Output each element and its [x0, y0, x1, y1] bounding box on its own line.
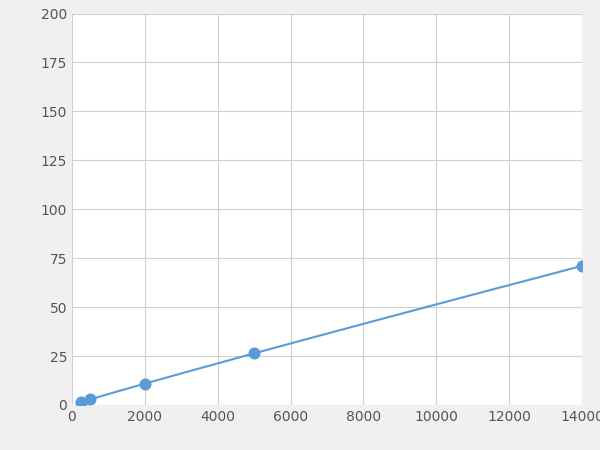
Point — [85, 396, 95, 403]
Point — [76, 399, 86, 406]
Point — [577, 262, 587, 270]
Point — [140, 380, 149, 387]
Point — [250, 350, 259, 357]
